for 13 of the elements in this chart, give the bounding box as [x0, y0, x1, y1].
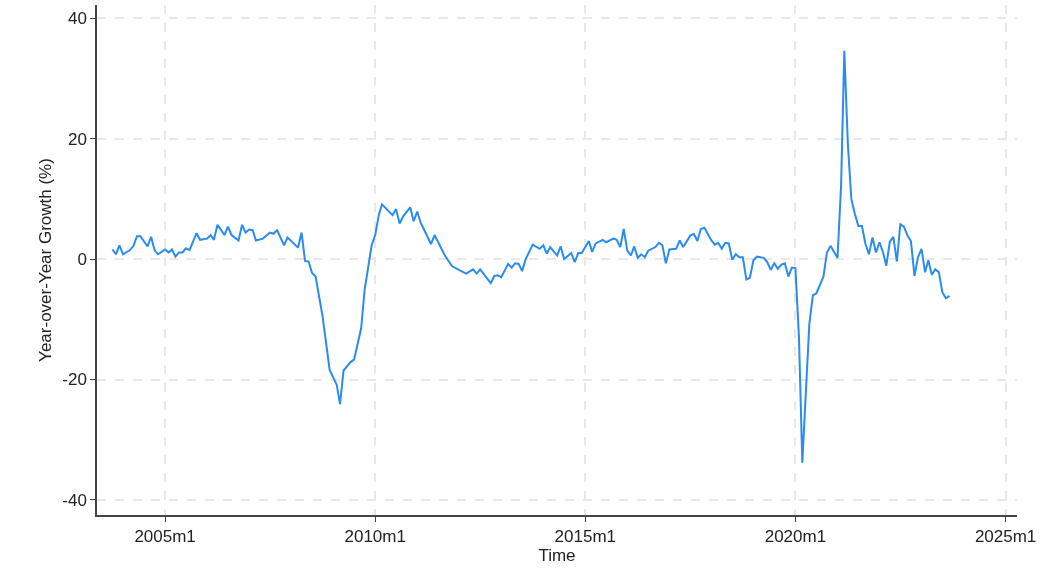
y-tick-label: -40 — [62, 490, 87, 510]
y-tick-label: 20 — [67, 129, 87, 149]
x-tick-label: 2025m1 — [974, 527, 1037, 547]
y-axis-title: Year-over-Year Growth (%) — [36, 158, 56, 362]
x-axis-title: Time — [538, 546, 576, 566]
y-tick-label: -20 — [62, 370, 87, 390]
x-tick-label: 2020m1 — [764, 527, 827, 547]
y-tick-label: 0 — [77, 250, 87, 270]
x-tick-label: 2005m1 — [134, 527, 196, 547]
y-tick-label: 40 — [67, 9, 87, 29]
x-tick-label: 2010m1 — [344, 527, 406, 547]
x-tick-label: 2015m1 — [554, 527, 617, 547]
line-series — [111, 49, 951, 464]
